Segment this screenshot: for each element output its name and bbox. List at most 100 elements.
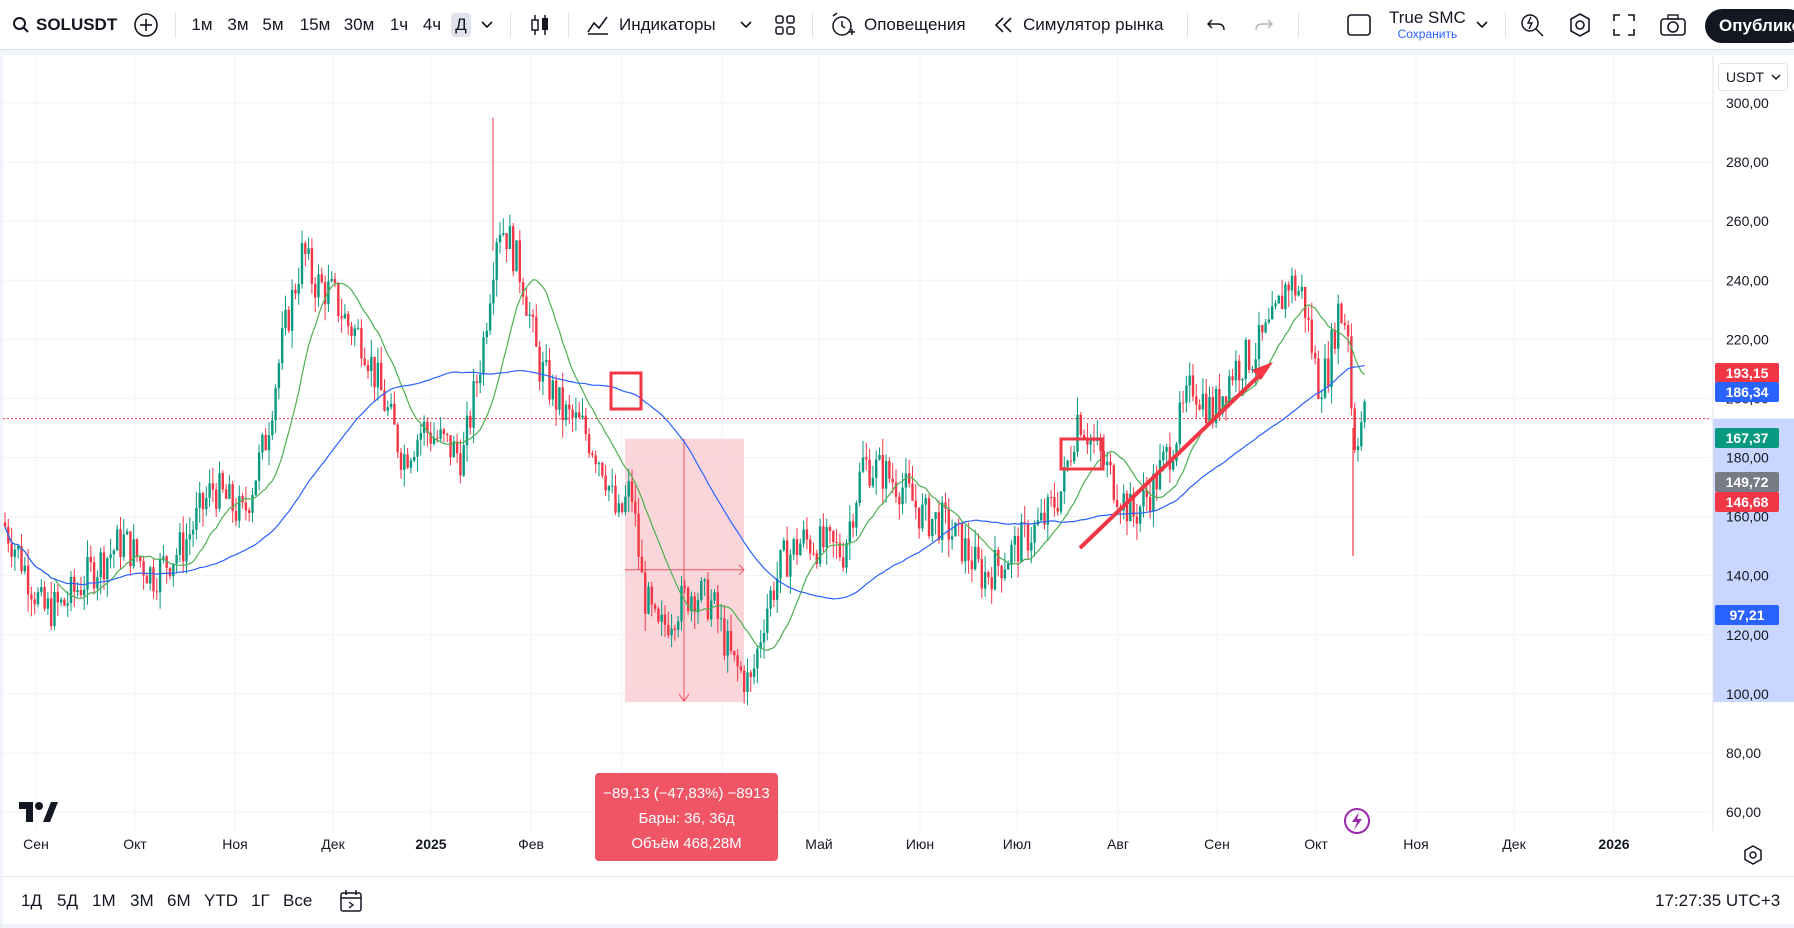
candle-body	[1142, 489, 1145, 507]
indicators-button[interactable]: Индикаторы	[586, 0, 716, 50]
candle-body	[990, 577, 993, 590]
chart-panel[interactable]: 300,00280,00260,00240,00220,00200,00180,…	[3, 55, 1794, 878]
candle-body	[1059, 491, 1063, 512]
candle-body	[1139, 506, 1142, 524]
interval-4[interactable]: 30м	[343, 15, 375, 34]
measure-arrow-h	[738, 564, 745, 576]
interval-dropdown[interactable]	[481, 0, 493, 50]
alerts-label: Оповещения	[864, 15, 966, 34]
candle-body	[188, 534, 191, 540]
candle-body	[1280, 295, 1284, 310]
candle-body	[337, 282, 340, 317]
interval-7[interactable]: Д	[451, 13, 471, 37]
candle-body	[33, 599, 36, 605]
candle-body	[1135, 516, 1139, 524]
candle-body	[1198, 404, 1201, 410]
interval-0[interactable]: 1м	[191, 15, 213, 34]
range-2[interactable]: 1М	[92, 891, 116, 910]
candle-body	[620, 503, 624, 513]
publish-button[interactable]: Опубликовать	[1705, 9, 1794, 43]
settings-button[interactable]	[1567, 0, 1593, 50]
candle-body	[1007, 563, 1010, 570]
annotation-arrow[interactable]	[1078, 368, 1267, 550]
currency-select[interactable]: USDT	[1718, 63, 1788, 91]
candle-body	[1244, 340, 1247, 380]
candle-body	[129, 531, 132, 567]
candle-body	[350, 326, 353, 336]
candle-body	[815, 553, 818, 564]
candle-body	[987, 572, 990, 578]
candle-body	[472, 381, 475, 428]
bottom-toolbar: 1Д 5Д 1М 3М 6М YTD 1Г Все 17:27:35 UTC+3	[3, 876, 1794, 924]
axis-settings-button[interactable]	[1743, 845, 1763, 870]
candle-body	[109, 554, 112, 559]
interval-3[interactable]: 15м	[299, 15, 331, 34]
candle-body	[363, 358, 366, 365]
candle-body	[901, 487, 904, 505]
candle-body	[201, 492, 205, 510]
range-1[interactable]: 5Д	[57, 891, 78, 910]
range-7[interactable]: Все	[283, 891, 313, 910]
layout-dropdown[interactable]	[1476, 0, 1488, 50]
redo-button[interactable]	[1254, 0, 1274, 50]
templates-button[interactable]	[774, 0, 796, 50]
candle-body	[898, 496, 901, 505]
candle-body	[1043, 512, 1046, 525]
replay-button[interactable]: Симулятор рынка	[993, 0, 1163, 50]
interval-1[interactable]: 3м	[227, 15, 249, 34]
clock[interactable]: 17:27:35 UTC+3	[1655, 891, 1781, 910]
candle-body	[584, 415, 587, 435]
annotation-box-2[interactable]	[1059, 437, 1105, 471]
candle-body	[686, 588, 690, 612]
candle-body	[894, 482, 898, 497]
alerts-button[interactable]: Оповещения	[830, 0, 966, 50]
price-label-bg	[1715, 382, 1779, 402]
candle-body	[1063, 467, 1066, 492]
tv-logo[interactable]	[18, 801, 58, 828]
undo-button[interactable]	[1206, 0, 1226, 50]
annotation-box-1[interactable]	[609, 371, 643, 411]
range-5[interactable]: YTD	[204, 891, 238, 910]
candle-body	[776, 578, 779, 600]
candle-body	[139, 557, 142, 562]
candle-body	[950, 536, 954, 540]
range-0[interactable]: 1Д	[21, 891, 42, 910]
events-button[interactable]	[1344, 808, 1370, 834]
price-label: 149,72	[1726, 474, 1769, 490]
screenshot-button[interactable]	[1660, 0, 1686, 50]
candle-body	[231, 484, 234, 512]
candle-body	[789, 554, 792, 577]
range-4[interactable]: 6М	[167, 891, 191, 910]
candle-body	[1079, 414, 1082, 435]
indicators-dropdown[interactable]	[740, 0, 752, 50]
candle-body	[680, 585, 683, 622]
candle-body	[644, 572, 647, 614]
interval-2[interactable]: 5м	[262, 15, 284, 34]
candle-body	[1129, 493, 1132, 522]
range-6[interactable]: 1Г	[251, 891, 270, 910]
interval-6[interactable]: 4ч	[422, 15, 442, 34]
candle-body	[3, 522, 7, 527]
candle-body	[63, 599, 66, 606]
candle-body	[83, 589, 86, 595]
candle-body	[637, 513, 640, 557]
symbol-search[interactable]: SOLUSDT	[12, 0, 117, 50]
candle-body	[175, 554, 178, 564]
fullscreen-button[interactable]	[1613, 0, 1635, 50]
candle-body	[73, 576, 76, 593]
layout-button[interactable]	[1347, 0, 1371, 50]
price-label-bg	[1715, 472, 1779, 492]
chart-type-button[interactable]	[529, 0, 551, 50]
interval-5[interactable]: 1ч	[389, 15, 409, 34]
date-range-button[interactable]	[339, 889, 363, 918]
compare-button[interactable]	[133, 0, 159, 50]
quick-search-button[interactable]	[1519, 0, 1545, 50]
range-3[interactable]: 3М	[130, 891, 154, 910]
indicators-icon	[587, 16, 608, 35]
price-chart[interactable]: 300,00280,00260,00240,00220,00200,00180,…	[3, 55, 1794, 878]
candle-body	[142, 561, 145, 576]
candle-body	[442, 429, 446, 434]
candle-body	[614, 485, 617, 513]
layout-save[interactable]: True SMC Сохранить	[1389, 0, 1466, 50]
candle-body	[1264, 322, 1267, 333]
